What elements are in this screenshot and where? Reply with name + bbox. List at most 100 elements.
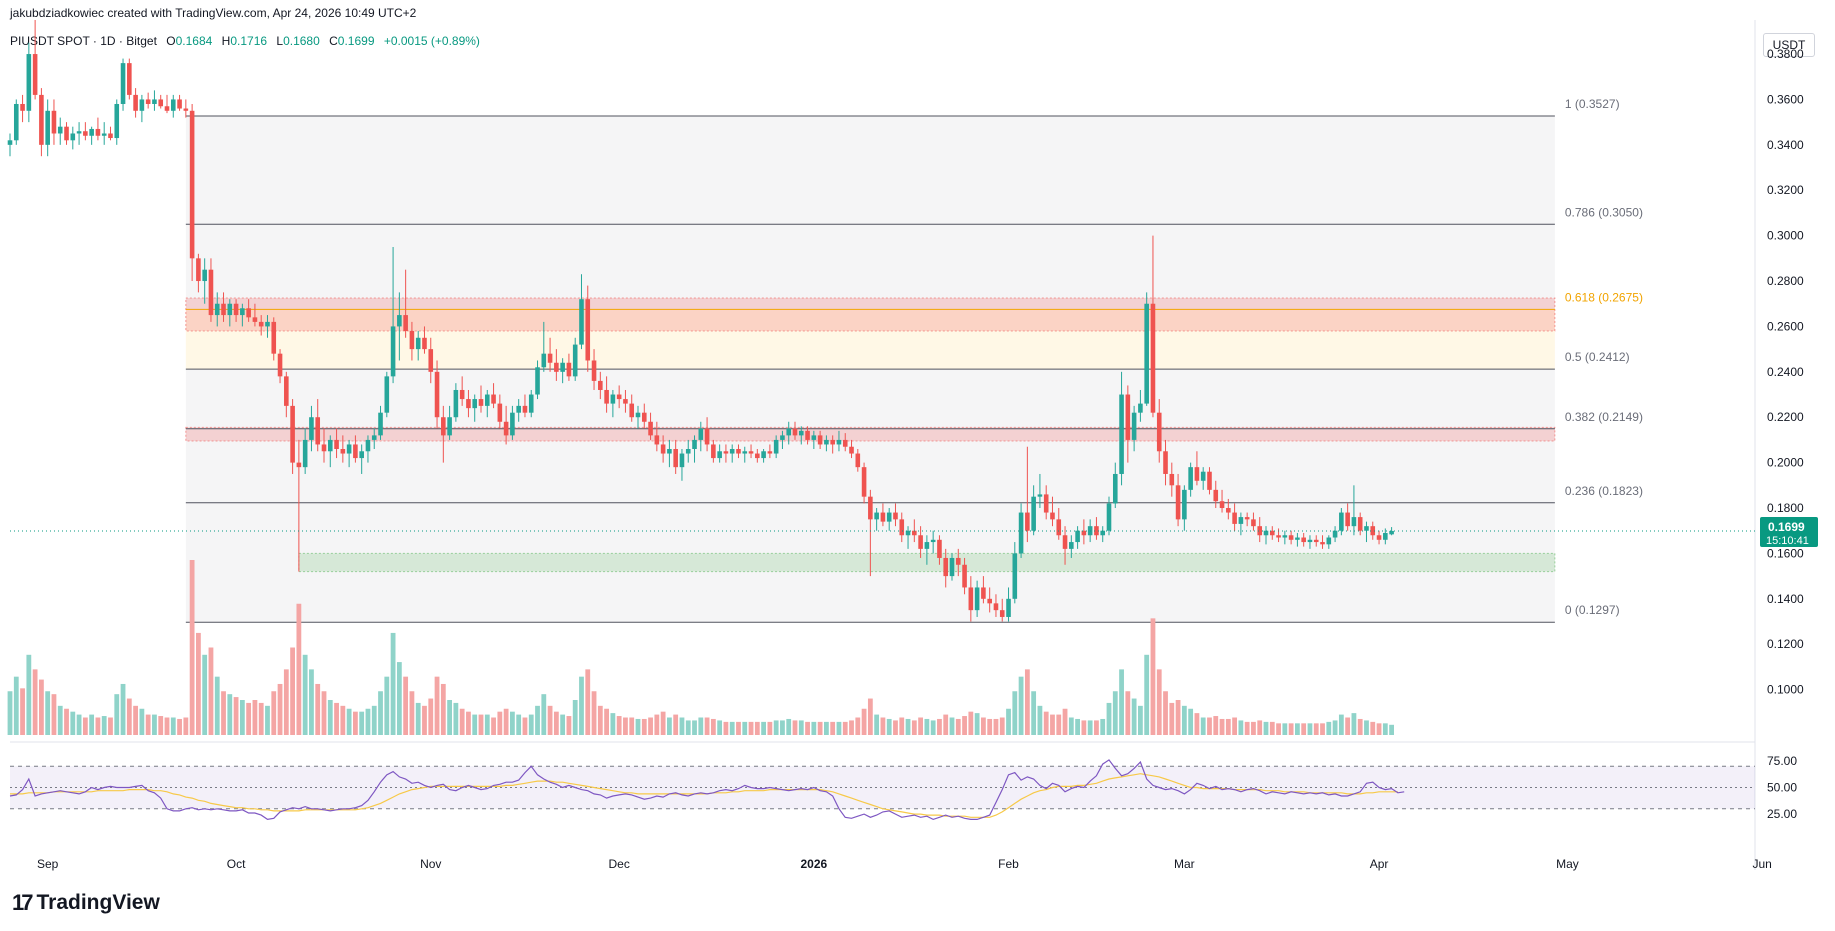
volume-bar [911,720,917,735]
volume-bar [1150,618,1156,735]
candle-body [221,303,226,316]
candle-body [868,496,873,520]
volume-bar [453,702,459,735]
volume-bar [1364,720,1369,735]
volume-bar [836,721,842,735]
candle-body [824,439,829,445]
volume-bar [108,717,113,735]
candle-body [547,353,553,363]
symbol-legend: PIUSDT SPOT · 1D · Bitget O0.1684 H0.171… [10,34,480,48]
candle-body [1269,530,1275,536]
candle-body [560,362,565,372]
tradingview-logo-icon: 17 [12,890,34,915]
volume-bar [409,691,415,735]
volume-bar [679,717,685,735]
candle-body [277,353,283,377]
time-tick-label: Apr [1370,857,1389,871]
volume-bar [616,716,622,735]
volume-bar [874,714,880,735]
volume-bar [1075,718,1080,735]
volume-bar [359,711,365,735]
candle-body [208,269,214,316]
volume-bar [214,676,220,735]
volume-bar [717,720,723,735]
volume-bar [26,654,32,735]
candle-body [321,444,327,452]
volume-bar [202,654,208,735]
volume-bar [1175,700,1181,735]
symbol-name[interactable]: PIUSDT SPOT · 1D · Bitget [10,34,157,48]
candle-body [227,303,233,316]
candle-body [183,108,189,111]
volume-bar [629,717,635,735]
candle-body [874,512,879,520]
volume-bar [1320,723,1325,735]
candle-body [409,330,415,350]
volume-bar [101,716,107,735]
candle-body [1194,467,1200,481]
volume-bar [164,717,170,735]
candle-body [1169,473,1175,486]
candle-body [1351,517,1357,527]
fib-band [185,369,1555,429]
volume-bar [497,711,503,735]
last-price-value: 0.1699 [1768,520,1805,534]
volume-bar [1282,723,1288,735]
candle-body [1313,539,1319,543]
volume-bar [227,694,233,735]
volume-bar [1207,717,1212,735]
currency-selector[interactable]: USDT [1763,33,1815,57]
candle-body [780,435,785,440]
candle-body [265,321,270,327]
candle-body [145,99,151,104]
volume-bar [265,705,270,735]
volume-bar [1087,720,1093,735]
rsi-tick-label: 75.00 [1767,754,1797,768]
volume-bar [981,717,986,735]
price-tick-label: 0.3600 [1767,92,1804,106]
candle-body [453,389,459,418]
volume-bar [1313,723,1319,735]
candle-body [786,428,792,436]
candle-body [811,435,817,440]
candle-body [748,451,754,454]
volume-bar [1106,702,1112,735]
candle-body [792,428,798,436]
volume-bar [120,683,126,735]
candle-body [327,439,333,452]
candle-body [855,453,861,468]
volume-bar [177,718,182,735]
candle-body [1251,519,1256,527]
fib-level-label: 0 (0.1297) [1565,603,1620,617]
candle-body [491,394,496,404]
candle-body [579,299,584,345]
volume-bar [252,700,258,735]
volume-bar [736,721,741,735]
candle-body [1144,303,1149,404]
candle-body [673,449,678,468]
volume-bar [1194,713,1200,735]
candle-body [817,435,823,445]
candle-body [955,557,961,565]
volume-bar [1219,718,1225,735]
candle-body [359,451,364,459]
chart-canvas[interactable]: 1 (0.3527) 0.786 (0.3050) 0.618 (0.2675) 0.… [0,0,1835,880]
volume-bar [13,676,19,735]
candle-body [95,128,101,136]
volume-bar [277,683,283,735]
candle-body [1075,530,1080,543]
volume-bar [968,711,974,735]
candle-body [1326,537,1332,545]
volume-bar [962,716,967,735]
volume-bar [1232,717,1237,735]
volume-bar [824,721,829,735]
candle-body [202,269,207,282]
candle-body [654,435,660,445]
candle-body [742,451,748,454]
price-tick-label: 0.1200 [1767,637,1804,651]
candle-body [1043,494,1049,513]
tradingview-logo[interactable]: 17 TradingView [12,890,160,916]
candle-body [729,449,735,454]
candle-body [196,258,201,282]
volume-bar [949,717,955,735]
